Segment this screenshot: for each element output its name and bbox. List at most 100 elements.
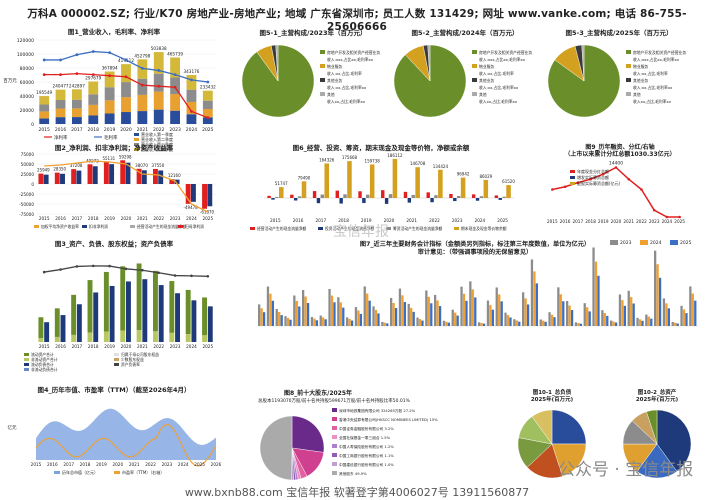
operating-cash-bar (290, 194, 294, 198)
indicator-bar (421, 320, 424, 326)
indicator-bar (530, 259, 534, 326)
indicator-bar (568, 305, 571, 326)
indicator-bar (427, 296, 430, 326)
dividend-point (678, 215, 681, 219)
revenue-bar-segment (186, 101, 197, 115)
x-tick-label: 2022 (636, 219, 647, 224)
series-point (206, 80, 210, 84)
legend-label: 其他 (479, 92, 487, 97)
pie-slice (581, 44, 585, 82)
legend-label: 历年总市值（亿元） (62, 469, 98, 475)
legend-label: 营业收入第四季度 (141, 146, 173, 152)
revenue-bar-segment (137, 111, 148, 124)
indicator-bar (330, 295, 334, 326)
series-point (91, 73, 95, 77)
legend-label: 毛利率 (104, 134, 118, 141)
revenue-bar-segment (88, 94, 99, 105)
y-tick-label: -25000 (19, 192, 34, 197)
legend-label: 房地产开发及相关资产经营业务 (327, 50, 380, 55)
x-tick-label: 2020 (611, 219, 622, 224)
revenue-bar-segment (55, 89, 66, 100)
indicator-bar (586, 307, 589, 326)
indicator-bar (606, 315, 609, 326)
indicator-bar (368, 300, 371, 326)
chart-title: 图8_前十大股东/2025年 (284, 389, 352, 397)
revenue-bar-segment (121, 64, 131, 83)
revenue-bar-segment (170, 77, 180, 95)
indicator-bar (482, 323, 486, 326)
revenue-bar-segment (39, 104, 50, 112)
legend-label: 非流动资产合计 (31, 357, 58, 362)
legend-label: 归属于母公司股东权益 (121, 352, 159, 357)
indicator-bar (603, 313, 606, 326)
investing-cash-bar (430, 198, 434, 203)
liabilities-bar (158, 285, 164, 342)
x-tick-label: 2019 (361, 218, 372, 223)
indicator-bar (498, 294, 501, 326)
netprofit-bar (202, 184, 207, 209)
current-assets-bar (38, 317, 44, 339)
indicator-bar (465, 300, 468, 326)
chart-title: 2025年(百万元) (531, 395, 574, 403)
pie-2025-chart: 图5-3_主营构成/2025年（百万元） 房地产开发及相关资产经营业务收入:xxx… (547, 28, 686, 118)
x-tick-label: 2017 (72, 216, 83, 221)
x-tick-label: 2016 (55, 127, 67, 133)
legend-swatch (570, 176, 575, 179)
legend-swatch (472, 92, 477, 96)
x-tick-label: 2018 (88, 344, 99, 349)
indicator-bar (515, 320, 518, 326)
x-tick-label: 2023 (170, 344, 181, 349)
indicator-bar (612, 321, 615, 326)
pie-2024-chart: 图5-2_主营构成/2024年（百万元） 房地产开发及相关资产经营业务收入:xxx… (393, 28, 532, 118)
series-point (75, 53, 79, 57)
revenue-label: 233432 (200, 85, 216, 90)
legend-label: 其他 (327, 92, 335, 97)
indicator-bar (398, 288, 402, 326)
indicator-bar (638, 319, 642, 326)
indicator-bar (430, 303, 433, 326)
indicator-bar (495, 287, 498, 326)
financing-cash-bar (434, 195, 438, 198)
indicator-bar (650, 318, 653, 326)
indicator-bar (553, 317, 556, 326)
series-point (206, 116, 210, 120)
y-tick-label: 0 (31, 122, 34, 128)
indicator-bar (562, 301, 565, 326)
legend-swatch (82, 225, 87, 228)
legend-swatch (332, 426, 337, 430)
chart-subtitle: 审计意见：（带强调事项段的无保留意见） (418, 248, 532, 256)
legend-label: 收入xx,占比,毛利率xx (327, 99, 366, 104)
x-tick-label: 2020 (121, 216, 132, 221)
x-tick-label: 2019 (104, 127, 116, 133)
revenue-bar-segment (55, 108, 66, 118)
pie-slice (275, 44, 279, 82)
indicator-bar (342, 307, 345, 326)
indicator-bar (447, 322, 451, 326)
netprofit-bar (54, 172, 60, 184)
current-assets-bar (136, 263, 142, 331)
financing-cash-bar (320, 194, 324, 198)
legend-label: 2024 (650, 240, 662, 246)
legend-swatch (626, 50, 631, 54)
legend-label: 营业收入第一季度 (141, 131, 173, 137)
x-tick-label: 2025 (674, 219, 685, 224)
page-title: 万科A 000002.SZ; 行业/K70 房地产业-房地产业; 地域 广东省深… (27, 8, 687, 33)
series-point (190, 78, 193, 82)
bar-label: 164326 (319, 157, 335, 162)
x-tick-label: 2022 (153, 216, 164, 221)
current-assets-bar (153, 270, 158, 332)
investing-cash-bar (362, 198, 366, 204)
legend-label: 深圳市地铁集团有限公司 324265万股 27.2% (339, 408, 416, 413)
indicator-bar (533, 271, 536, 326)
indicator-bar (618, 294, 622, 326)
x-tick-label: 2023 (170, 216, 181, 221)
cash-balance-bar (301, 181, 307, 198)
y-tick-label: -50000 (19, 202, 34, 207)
x-tick-label: 2017 (572, 219, 583, 224)
revenue-bar-segment (55, 117, 66, 124)
indicator-bar (588, 311, 591, 326)
current-assets-bar (169, 281, 175, 333)
indicator-bar (260, 308, 263, 326)
deducted-profit-bar (207, 184, 213, 207)
